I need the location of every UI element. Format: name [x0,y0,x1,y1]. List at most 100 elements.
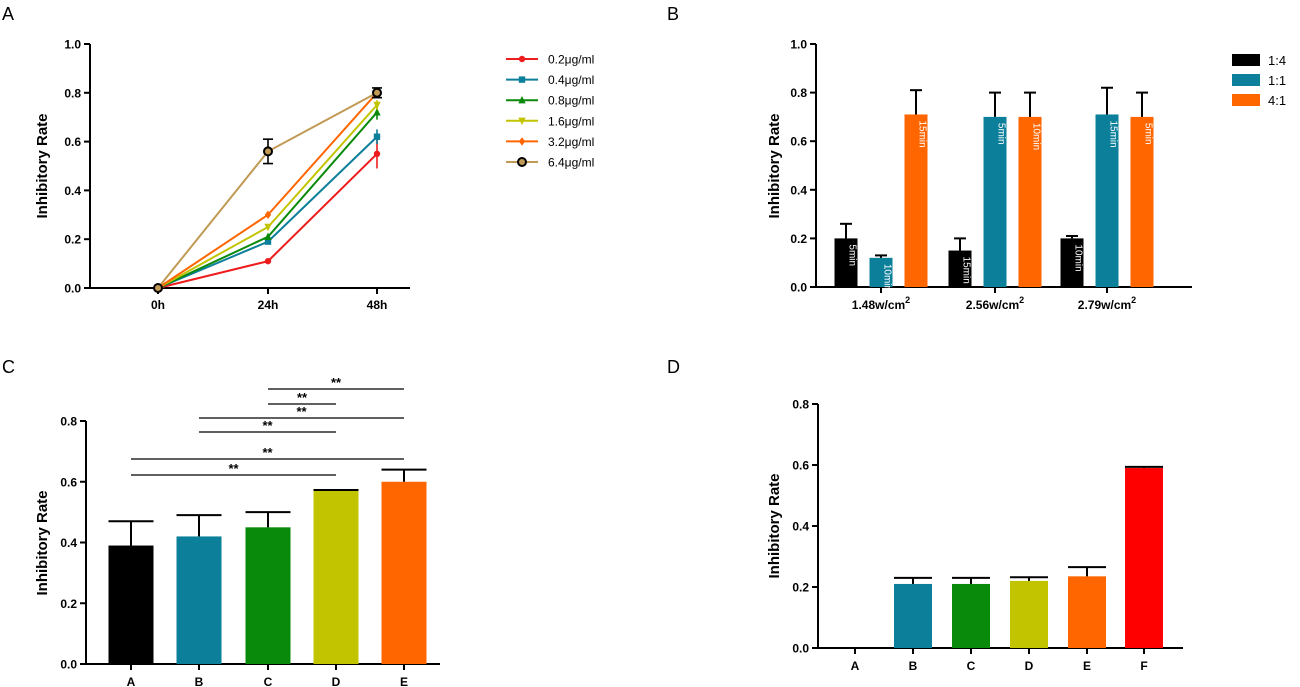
panel-b-y-tick-label: 0.0 [790,281,807,295]
panel-a-legend-label: 0.8μg/ml [548,94,594,108]
panel-a-y-tick-label: 0.2 [64,233,81,247]
panel-b-y-tick-label: 0.6 [790,135,807,149]
panel-b-bar [1018,116,1042,288]
line-point [518,117,526,125]
panel-b-bar-label: 5min [847,244,858,266]
panel-letter-c: C [2,357,15,377]
panel-d-ylabel: Inhibitory Rate [766,473,783,578]
panel-a-legend-label: 0.4μg/ml [548,73,594,87]
panel-b-y-tick-label: 1.0 [790,38,807,52]
panel-letter-a: A [2,4,14,24]
panel-b-bar [834,238,858,287]
line-point [264,210,272,219]
panel-b-bar-label: 10min [1031,123,1042,150]
line-point [518,137,526,146]
panel-c-x-tick-label: A [127,675,136,687]
panel-c-significance-label: ** [297,390,308,405]
panel-d-x-tick-label: A [851,659,860,673]
panel-d-bar [894,583,932,648]
panel-a-legend-label: 1.6μg/ml [548,114,594,128]
panel-c-significance-label: ** [331,375,342,390]
panel-c-significance-label: ** [228,461,239,476]
panel-b-bar [1130,116,1154,288]
panel-a-x-tick-label: 48h [367,298,388,312]
panel-c-significance-label: ** [262,418,273,433]
line-point [264,232,272,240]
panel-d-y-tick-label: 0.6 [792,459,809,473]
panel-c-bar [108,545,154,664]
panel-b-bar [869,257,893,287]
panel-a-y-tick-label: 0.8 [64,86,81,100]
panel-b-bar [948,250,972,287]
panel-d-y-tick-label: 0.8 [792,398,809,412]
panel-d-bar [1125,468,1163,648]
panel-d-x-tick-label: C [967,659,976,673]
panel-d-bar [1010,580,1048,648]
line-point [264,238,272,245]
panel-d-bar-chart: 0.0 0.2 0.4 0.6 0.8 A B C D E F [792,398,1183,673]
panel-d-x-tick-label: B [909,659,918,673]
panel-d-bar [952,583,990,648]
panel-b-bar-label: 10min [1073,244,1084,271]
panel-b-bar-label: 5min [1143,123,1154,145]
line-point [263,146,273,157]
panel-c-y-tick-label: 0.6 [60,475,77,489]
panel-d-x-tick-label: D [1025,659,1034,673]
panel-c-x-tick-label: B [195,675,204,687]
panel-b-bar [983,116,1007,288]
panel-b-x-tick-superscript: 2 [905,295,910,305]
panel-a-line-chart: 0.0 0.2 0.4 0.6 0.8 1.0 0h 24h 48h 0.2μg/ml 0.4μg/… [64,38,594,313]
panel-b-x-tick-label: 1.48w/cm2 [852,295,910,312]
panel-d-bar [1068,576,1106,648]
panel-b-legend-swatch [1232,94,1260,106]
line-point [517,157,527,167]
panel-c-y-tick-label: 0.8 [60,415,77,429]
line-point [153,283,163,293]
panel-b-x-tick-superscript: 2 [1019,295,1024,305]
panel-a-legend-label: 3.2μg/ml [548,135,594,149]
panel-a-series-line [157,153,378,289]
panel-b-bar-label: 15min [961,257,972,284]
panel-a-legend-label: 0.2μg/ml [548,53,594,67]
panel-c-bar [245,527,291,664]
panel-c-y-tick-label: 0.4 [60,536,77,550]
panel-c-ylabel: Inhibitory Rate [34,490,51,595]
panel-d-x-tick-label: F [1140,659,1147,673]
panel-b-y-tick-label: 0.4 [790,183,807,197]
panel-c-x-tick-label: D [332,675,341,687]
panel-b-y-tick-label: 0.8 [790,86,807,100]
panel-a-x-tick-label: 24h [258,298,279,312]
panel-b-bar-label: 5min [996,123,1007,145]
panel-c-y-tick-label: 0.0 [60,658,77,672]
panel-d-y-tick-label: 0.2 [792,581,809,595]
panel-c-x-tick-label: C [264,675,273,687]
panel-c-y-tick-label: 0.2 [60,597,77,611]
panel-b-y-tick-label: 0.2 [790,232,807,246]
panel-c-bar [313,490,359,664]
panel-c-bar [176,536,222,664]
panel-b-ylabel: Inhibitory Rate [766,113,783,218]
line-point [518,55,526,63]
panel-c-bar [381,481,427,664]
panel-b-x-tick-label: 2.56w/cm2 [966,295,1024,312]
line-point [373,133,381,140]
panel-b-bar-label: 15min [917,120,928,147]
panel-a-y-tick-label: 0.0 [64,282,81,296]
panel-d-x-tick-label: E [1083,659,1091,673]
panel-a-y-tick-label: 0.6 [64,135,81,149]
panel-b-bar [1095,114,1119,287]
panel-d-y-tick-label: 0.4 [792,520,809,534]
panel-b-bar [904,114,928,287]
panel-letter-b: B [667,4,679,24]
panel-b-x-tick-label: 2.79w/cm2 [1078,295,1136,312]
line-point [373,101,381,110]
panel-d-y-tick-label: 0.0 [792,642,809,656]
panel-b-bar [1060,238,1084,287]
line-point [264,257,272,265]
line-point [518,96,526,104]
panel-letter-d: D [667,357,680,377]
line-point [372,87,382,98]
panel-c-significance-label: ** [262,445,273,460]
line-point [373,108,381,116]
